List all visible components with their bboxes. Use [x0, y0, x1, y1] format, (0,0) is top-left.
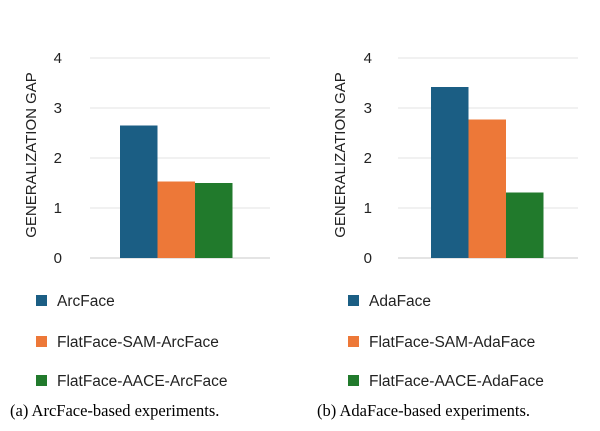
y-tick-label: 1 [54, 200, 62, 217]
legend-label: FlatFace-SAM-AdaFace [369, 334, 535, 351]
y-axis-title: GENERALIZATION GAP [332, 72, 349, 238]
legend-swatch [348, 336, 359, 347]
y-tick-label: 2 [364, 150, 372, 167]
bar-flatface-sam-arcface [157, 181, 195, 258]
legend-label: AdaFace [369, 293, 431, 310]
y-tick-label: 3 [54, 100, 62, 117]
legend-swatch [36, 336, 47, 347]
bar-adaface [431, 87, 469, 258]
legend-swatch [348, 375, 359, 386]
figure-caption: (a) ArcFace-based experiments. [10, 401, 219, 420]
y-tick-label: 1 [364, 200, 372, 217]
bar-flatface-sam-adaface [468, 119, 506, 258]
figure-caption: (b) AdaFace-based experiments. [317, 401, 530, 420]
legend-swatch [36, 295, 47, 306]
y-tick-label: 0 [54, 250, 62, 267]
legend-label: FlatFace-AACE-ArcFace [57, 373, 228, 390]
y-tick-label: 3 [364, 100, 372, 117]
y-tick-label: 0 [364, 250, 372, 267]
chart-panel-adaface: 0 1 2 3 4 GENERALIZATION GAP AdaFace FlatFace-S… [317, 50, 578, 420]
y-tick-label: 4 [364, 50, 372, 67]
bar-arcface [120, 125, 158, 258]
y-axis-title: GENERALIZATION GAP [23, 72, 40, 238]
legend-swatch [36, 375, 47, 386]
chart-panel-arcface: 0 1 2 3 4 GENERALIZATION GAP ArcFace FlatFace-S… [10, 50, 270, 420]
y-tick-label: 4 [54, 50, 62, 67]
bar-flatface-aace-adaface [506, 192, 544, 258]
legend-label: FlatFace-AACE-AdaFace [369, 373, 544, 390]
legend-label: ArcFace [57, 293, 115, 310]
legend-swatch [348, 295, 359, 306]
bar-flatface-aace-arcface [195, 183, 233, 258]
legend-label: FlatFace-SAM-ArcFace [57, 334, 219, 351]
y-tick-label: 2 [54, 150, 62, 167]
